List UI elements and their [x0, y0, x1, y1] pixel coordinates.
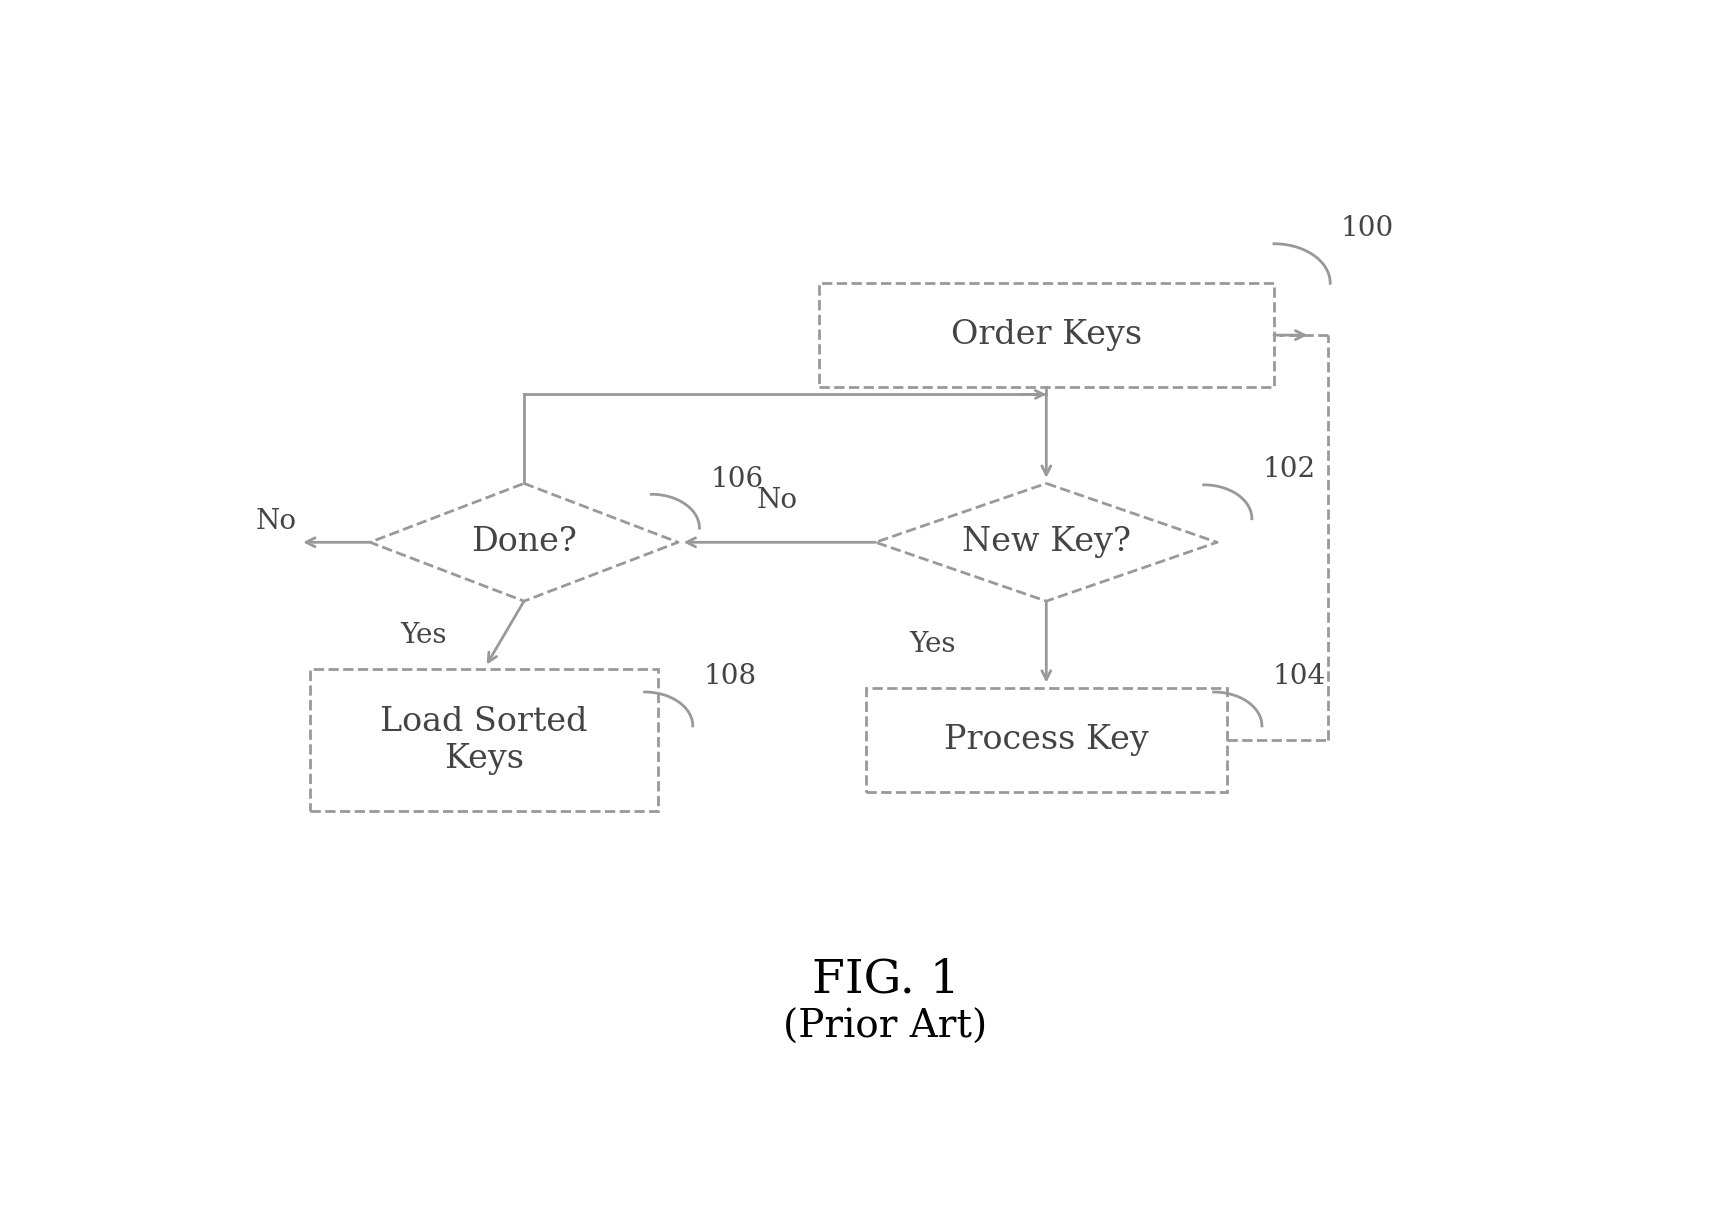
Text: Done?: Done?: [472, 526, 577, 558]
Text: 102: 102: [1263, 456, 1315, 483]
Text: Process Key: Process Key: [943, 724, 1149, 756]
Text: Yes: Yes: [401, 621, 448, 648]
Text: Order Keys: Order Keys: [950, 319, 1142, 351]
Text: 106: 106: [710, 466, 764, 493]
Text: Load Sorted
Keys: Load Sorted Keys: [380, 706, 588, 774]
Text: FIG. 1: FIG. 1: [812, 958, 959, 1003]
Text: (Prior Art): (Prior Art): [783, 1009, 988, 1046]
Text: No: No: [757, 487, 797, 514]
Text: 104: 104: [1272, 663, 1325, 691]
FancyBboxPatch shape: [309, 669, 658, 811]
Text: Yes: Yes: [909, 631, 956, 658]
FancyBboxPatch shape: [866, 689, 1227, 791]
Text: 108: 108: [703, 663, 757, 691]
FancyBboxPatch shape: [819, 284, 1274, 386]
Text: 100: 100: [1341, 215, 1394, 242]
Text: New Key?: New Key?: [962, 526, 1130, 558]
Text: No: No: [256, 508, 297, 534]
